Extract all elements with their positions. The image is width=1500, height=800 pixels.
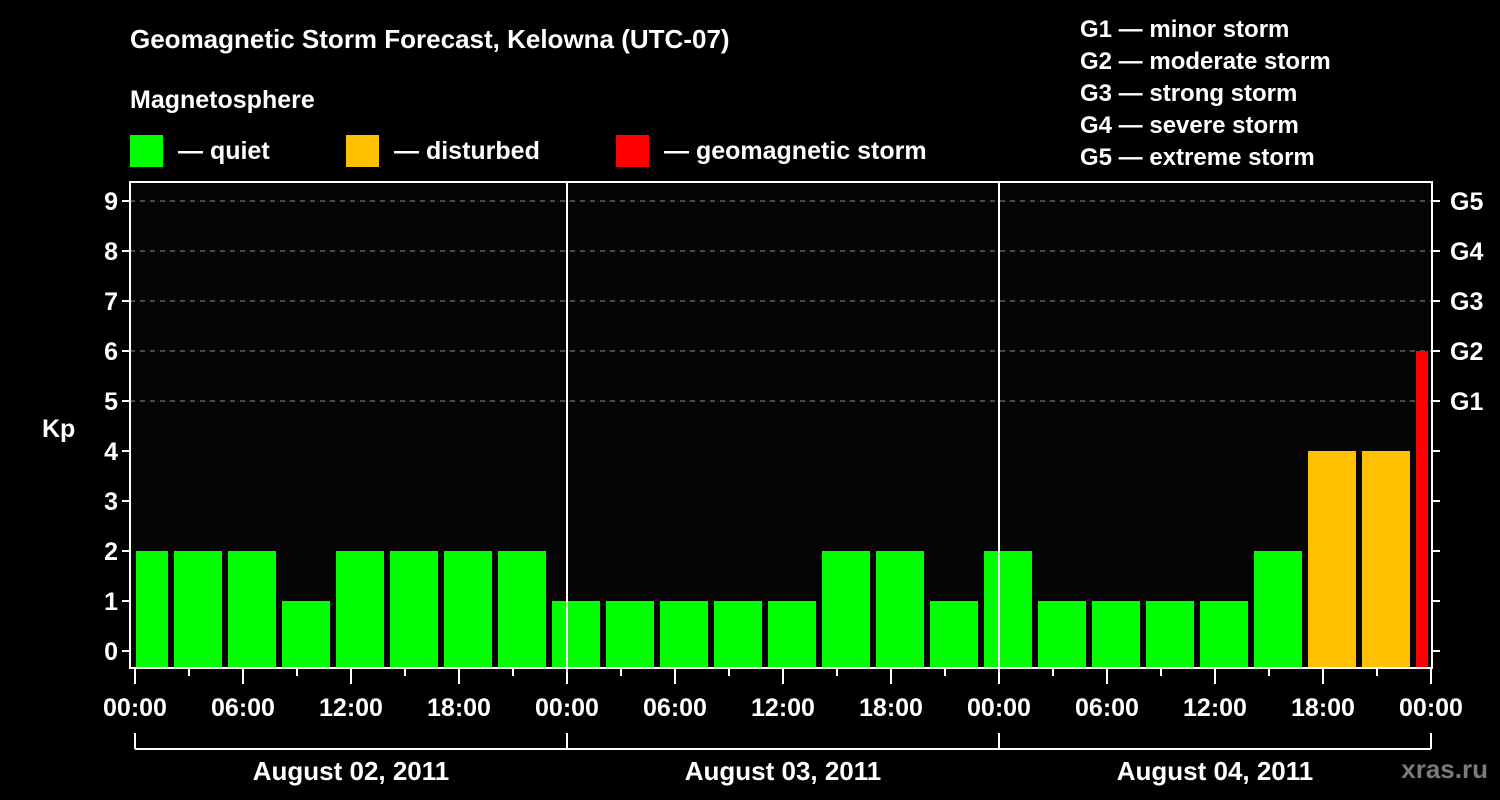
g-level-label: G1 [1450, 388, 1483, 416]
g-scale-item-g2: G2 — moderate storm [1080, 48, 1331, 75]
kp-bar [876, 551, 924, 668]
day-label: August 03, 2011 [685, 756, 882, 786]
kp-bar [1254, 551, 1302, 668]
legend-label: — disturbed [394, 136, 540, 165]
x-tick-label: 18:00 [1291, 694, 1355, 722]
g-scale-item-g5: G5 — extreme storm [1080, 144, 1315, 171]
watermark: xras.ru [1401, 754, 1488, 784]
chart-subtitle: Magnetosphere [130, 86, 315, 114]
y-tick-label: 8 [104, 238, 118, 266]
kp-bar [174, 551, 222, 668]
g-level-label: G4 [1450, 238, 1483, 266]
x-tick-label: 12:00 [319, 694, 383, 722]
y-tick-label: 7 [104, 288, 118, 316]
legend-label: — geomagnetic storm [664, 136, 927, 165]
g-scale-item-g4: G4 — severe storm [1080, 112, 1299, 139]
y-axis-label: Kp [42, 415, 75, 443]
x-tick-label: 18:00 [859, 694, 923, 722]
x-tick-label: 12:00 [1183, 694, 1247, 722]
x-tick-label: 00:00 [967, 694, 1031, 722]
kp-bar [768, 601, 816, 668]
kp-bar [444, 551, 492, 668]
y-tick-label: 6 [104, 338, 118, 366]
legend-label: — quiet [178, 136, 270, 165]
kp-bar [498, 551, 546, 668]
g-level-label: G3 [1450, 288, 1483, 316]
legend-item: — disturbed [346, 134, 540, 168]
day-label: August 02, 2011 [253, 756, 450, 786]
kp-bar [714, 601, 762, 668]
kp-bar [984, 551, 1032, 668]
kp-bar [282, 601, 330, 668]
kp-bar [1308, 451, 1356, 668]
kp-bar [136, 551, 168, 668]
y-tick-label: 1 [104, 588, 118, 616]
legend-swatch [616, 135, 649, 167]
g-level-label: G5 [1450, 188, 1483, 216]
x-tick-label: 06:00 [1075, 694, 1139, 722]
legend-item: — quiet [130, 134, 270, 168]
y-tick-label: 3 [104, 488, 118, 516]
x-tick-label: 18:00 [427, 694, 491, 722]
kp-bar [930, 601, 978, 668]
plot-frame [129, 181, 1433, 669]
g-scale-item-g3: G3 — strong storm [1080, 80, 1298, 107]
kp-bar [606, 601, 654, 668]
kp-bar [228, 551, 276, 668]
kp-bar [1200, 601, 1248, 668]
kp-bar [1416, 351, 1428, 668]
y-tick-label: 9 [104, 188, 118, 216]
x-tick-label: 06:00 [211, 694, 275, 722]
kp-bar [660, 601, 708, 668]
plot-area [130, 182, 1432, 668]
day-label: August 04, 2011 [1117, 756, 1314, 786]
x-tick-label: 12:00 [751, 694, 815, 722]
kp-bar [1092, 601, 1140, 668]
chart-title: Geomagnetic Storm Forecast, Kelowna (UTC… [130, 24, 730, 54]
kp-bar [822, 551, 870, 668]
y-tick-label: 0 [104, 638, 118, 666]
g-scale-item-g1: G1 — minor storm [1080, 16, 1290, 43]
y-tick-label: 5 [104, 388, 118, 416]
kp-bar [1038, 601, 1086, 668]
legend-swatch [346, 135, 379, 167]
kp-bar [336, 551, 384, 668]
y-tick-label: 2 [104, 538, 118, 566]
g-scale-legend: G1 — minor storm G2 — moderate storm G3 … [1080, 14, 1331, 174]
x-tick-label: 06:00 [643, 694, 707, 722]
kp-bar [390, 551, 438, 668]
x-tick-label: 00:00 [1399, 694, 1463, 722]
legend-item: — geomagnetic storm [616, 134, 927, 168]
kp-bar [1146, 601, 1194, 668]
kp-bar [1362, 451, 1410, 668]
x-tick-label: 00:00 [103, 694, 167, 722]
y-tick-label: 4 [104, 438, 118, 466]
g-level-label: G2 [1450, 338, 1483, 366]
x-tick-label: 00:00 [535, 694, 599, 722]
kp-bar [552, 601, 600, 668]
legend-swatch [130, 135, 163, 167]
